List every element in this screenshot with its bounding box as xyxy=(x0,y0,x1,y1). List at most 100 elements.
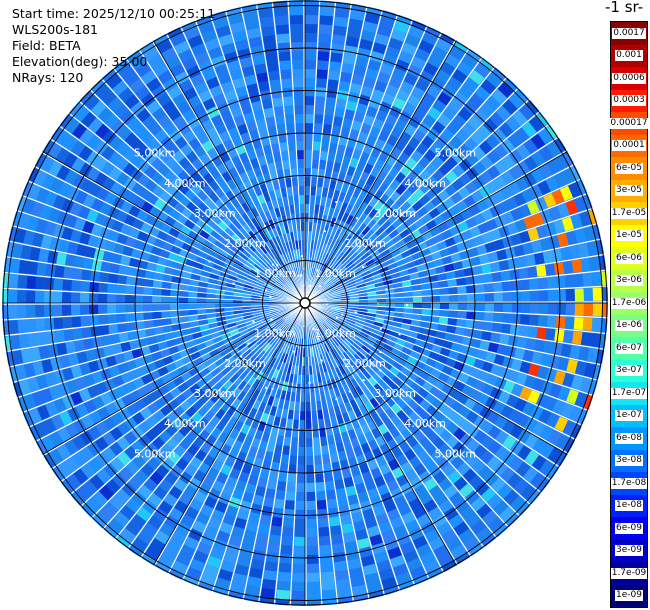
colorbar-tick-label: 3e-08 xyxy=(615,455,643,467)
ray-gap xyxy=(304,302,430,580)
colorbar-tick-label: 1e-07 xyxy=(615,410,643,422)
center-speckle xyxy=(379,351,382,353)
ray-gap xyxy=(22,302,306,414)
ray xyxy=(305,0,335,301)
ray-gap xyxy=(68,112,306,304)
center-speckle xyxy=(333,221,336,224)
center-speckle xyxy=(232,282,235,285)
ray-gap xyxy=(304,302,416,586)
center-speckle xyxy=(271,387,274,390)
ray xyxy=(243,305,305,606)
colorbar-tick-label: 3e-07 xyxy=(615,365,643,377)
center-speckle xyxy=(247,342,250,345)
center-speckle xyxy=(341,313,344,316)
ray-gap xyxy=(304,207,594,304)
colorbar-segment: 0.00017 xyxy=(609,112,649,135)
ray-gap xyxy=(125,58,306,304)
ray xyxy=(305,305,321,606)
ray xyxy=(26,303,304,442)
colorbar-segment: 0.0001 xyxy=(611,134,647,157)
colorbar-segment: 1.7e-06 xyxy=(610,292,648,315)
center-speckle xyxy=(379,369,382,372)
ray-gap xyxy=(304,6,368,304)
ray xyxy=(305,0,351,301)
ray-gap xyxy=(304,253,605,304)
ray-gap xyxy=(304,1,337,304)
colorbar-segment: 1.7e-05 xyxy=(610,202,648,225)
ray-gap xyxy=(304,19,414,304)
ray-gap xyxy=(5,256,306,304)
ray-gap xyxy=(16,209,306,304)
ray-gap xyxy=(34,165,306,304)
ray-gap xyxy=(304,302,576,441)
azimuth-spoke xyxy=(42,302,306,455)
ray-gap xyxy=(114,302,306,540)
ray xyxy=(101,304,304,541)
ray xyxy=(228,304,305,603)
colorbar-tick-label: 3e-09 xyxy=(615,545,643,557)
ray-gap xyxy=(28,302,306,428)
center-speckle xyxy=(300,255,303,257)
ray-gap xyxy=(127,302,306,550)
ray xyxy=(307,271,608,303)
ray-gap xyxy=(304,302,355,603)
ray xyxy=(305,17,428,302)
colorbar-tick-label: 1e-06 xyxy=(615,320,643,332)
center-speckle xyxy=(348,390,351,393)
ray-gap xyxy=(58,125,306,304)
range-ring-label: 2.00km xyxy=(224,237,266,250)
colorbar-segment: 6e-09 xyxy=(611,517,647,540)
ray-gap xyxy=(49,138,306,304)
center-speckle xyxy=(362,266,365,269)
ray xyxy=(305,304,385,602)
center-speckle xyxy=(270,317,273,320)
colorbar-segment: 1.7e-08 xyxy=(610,472,648,495)
center-speckle xyxy=(406,303,409,306)
ray xyxy=(306,65,509,302)
ray-gap xyxy=(5,302,306,353)
center-speckle xyxy=(310,303,313,306)
ray-gap xyxy=(304,76,508,304)
ray-gap xyxy=(194,20,306,304)
ray-gap xyxy=(304,66,496,304)
colorbar-segment: 6e-05 xyxy=(611,157,647,180)
ray-gap xyxy=(11,225,306,304)
range-ring-label: 4.00km xyxy=(164,177,206,190)
ray xyxy=(307,239,607,303)
ray xyxy=(5,226,304,303)
ray-gap xyxy=(304,302,594,397)
center-speckle xyxy=(378,242,381,245)
colorbar-tick-label: 0.00017 xyxy=(609,117,649,129)
ray-gap xyxy=(16,302,306,399)
range-ring-label: 1.00km xyxy=(314,267,356,280)
colorbar-tick-label: 1.7e-06 xyxy=(610,297,648,309)
center-speckle xyxy=(320,359,323,362)
ray xyxy=(166,24,305,302)
ray-gap xyxy=(304,238,602,304)
colorbar-title: -1 sr- xyxy=(605,0,644,16)
ray-gap xyxy=(80,302,306,508)
ray xyxy=(306,164,584,303)
range-ring-label: 4.00km xyxy=(164,417,206,430)
ppi-overlay: 1.00km 1.00km 1.00km 1.00km 2.00km 2.00km 2.00… xyxy=(2,0,608,606)
colorbar-segment: 6e-07 xyxy=(611,337,647,360)
center-speckle xyxy=(335,398,338,401)
ray xyxy=(305,305,337,606)
range-ring-label: 5.00km xyxy=(134,147,176,160)
ray-gap xyxy=(227,302,306,597)
center-speckle xyxy=(311,305,314,308)
colorbar-segment: 0.0003 xyxy=(611,89,647,112)
azimuth-spoke xyxy=(153,302,306,566)
ray-gap xyxy=(304,302,605,350)
colorbar-tick-label: 1.7e-08 xyxy=(610,477,648,489)
ray-gap xyxy=(224,10,306,304)
colorbar-tick-label: 6e-06 xyxy=(615,252,643,264)
ray xyxy=(152,31,305,302)
ppi-disc xyxy=(2,0,608,606)
ray-gap xyxy=(89,89,306,304)
ray xyxy=(305,304,458,575)
ray xyxy=(2,257,303,303)
colorbar-segment: 1e-05 xyxy=(611,224,647,247)
ray xyxy=(306,55,496,302)
ray xyxy=(305,23,442,302)
